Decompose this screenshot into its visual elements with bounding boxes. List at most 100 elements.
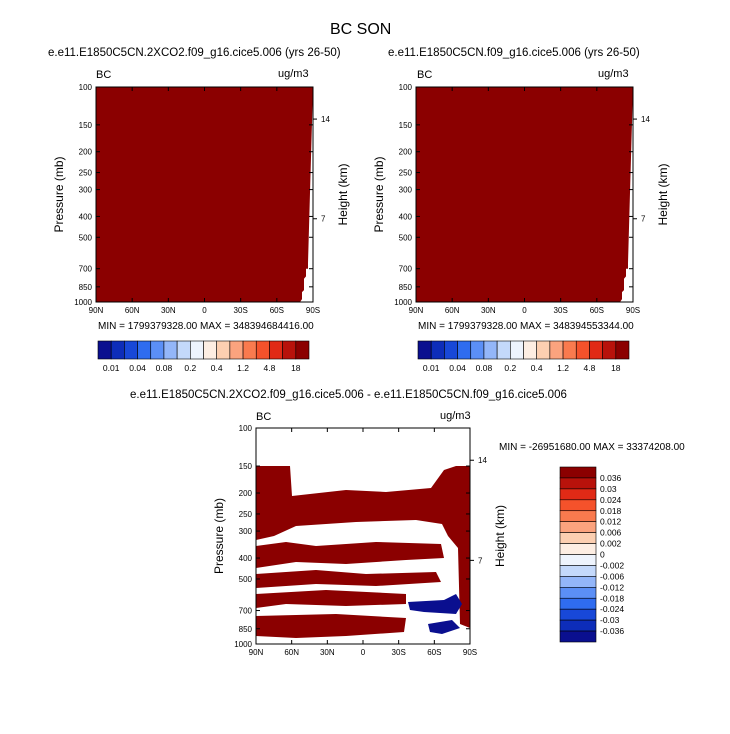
- left-chart-colorbar-box: [255, 340, 270, 360]
- diff-chart-negative-contour: [408, 594, 462, 614]
- left-chart-ytick-label: 400: [79, 212, 93, 221]
- diff-chart-colorbar-box: [559, 608, 597, 621]
- left-chart-colorbar-box: [150, 340, 165, 360]
- diff-chart-colorbar-box: [559, 619, 597, 632]
- diff-chart-colorbar-box: [559, 477, 597, 490]
- right-chart-colorbar-label: 0.04: [449, 363, 466, 373]
- diff-panel-units: ug/m3: [440, 410, 471, 422]
- right-chart-ytick-label: 100: [399, 83, 413, 92]
- diff-chart-positive-contour: [256, 570, 441, 588]
- diff-chart-colorbar-label: -0.03: [600, 615, 620, 625]
- right-chart-xtick-label: 60S: [590, 306, 604, 315]
- left-chart-colorbar-box: [137, 340, 152, 360]
- right-chart-ytick-label: 200: [399, 148, 413, 157]
- left-chart-ytick-label: 250: [79, 169, 93, 178]
- diff-chart-positive-contour: [256, 542, 444, 568]
- right-chart-colorbar-box: [470, 340, 485, 360]
- right-chart-colorbar-label: 0.01: [423, 363, 440, 373]
- right-chart-xtick-label: 30N: [481, 306, 496, 315]
- left-chart-colorbar-box: [269, 340, 283, 360]
- left-panel-variable: BC: [96, 69, 112, 81]
- left-chart-xtick-label: 0: [202, 306, 207, 315]
- right-chart-ytick-label: 500: [399, 233, 413, 242]
- left-chart-ylabel: Pressure (mb): [52, 156, 66, 232]
- diff-chart-colorbar-box: [559, 499, 597, 512]
- diff-chart-colorbar-label: 0.018: [600, 506, 622, 516]
- right-chart-ytick-label: 1000: [394, 298, 412, 307]
- diff-chart-colorbar-label: 0: [600, 550, 605, 560]
- right-chart-colorbar-box: [510, 340, 524, 360]
- left-chart-colorbar-label: 18: [291, 363, 301, 373]
- left-chart-colorbar-box: [203, 340, 217, 360]
- left-chart-ytick-label: 150: [79, 121, 93, 130]
- left-chart-colorbar-label: 1.2: [237, 363, 249, 373]
- diff-chart-xtick-label: 90S: [463, 648, 477, 657]
- right-chart-xtick-label: 90N: [409, 306, 424, 315]
- right-chart-colorbar-box: [549, 340, 564, 360]
- right-chart-ytick-label: 150: [399, 121, 413, 130]
- diff-chart-colorbar-label: -0.006: [600, 571, 624, 581]
- left-chart-contour-fill: [96, 87, 313, 302]
- left-chart-xtick-label: 30N: [161, 306, 176, 315]
- right-chart-xtick-label: 30S: [554, 306, 568, 315]
- right-chart-colorbar-box: [536, 340, 551, 360]
- right-chart-colorbar-box: [589, 340, 603, 360]
- diff-chart-positive-contour: [256, 590, 406, 608]
- diff-chart-ytick-label: 200: [239, 489, 253, 498]
- left-chart-colorbar-box: [229, 340, 244, 360]
- diff-chart-ytick-label: 100: [239, 424, 253, 433]
- right-chart-ytick-label: 400: [399, 212, 413, 221]
- right-panel-units: ug/m3: [598, 68, 629, 80]
- right-chart-colorbar-box: [417, 340, 432, 360]
- right-chart-colorbar-box: [523, 340, 537, 360]
- right-chart-colorbar-box: [444, 340, 458, 360]
- right-chart-xtick-label: 60N: [445, 306, 460, 315]
- right-panel-variable: BC: [417, 69, 433, 81]
- left-panel-title: e.e11.E1850C5CN.2XCO2.f09_g16.cice5.006 …: [48, 47, 341, 59]
- diff-chart-colorbar-label: 0.012: [600, 517, 622, 527]
- right-chart-y2label: Height (km): [656, 163, 670, 225]
- right-chart-colorbar-box: [496, 340, 511, 360]
- right-chart-colorbar-label: 1.2: [557, 363, 569, 373]
- diff-chart-xtick-label: 60S: [427, 648, 441, 657]
- left-chart-ytick-label: 500: [79, 233, 93, 242]
- right-panel-min-max: MIN = 1799379328.00 MAX = 348394553344.0…: [418, 321, 634, 332]
- diff-chart-colorbar-box: [559, 587, 597, 599]
- right-panel-title: e.e11.E1850C5CN.f09_g16.cice5.006 (yrs 2…: [388, 47, 640, 59]
- left-chart-colorbar-box: [176, 340, 191, 360]
- diff-chart-ytick-label: 1000: [234, 640, 252, 649]
- diff-chart-y2tick-label: 7: [478, 556, 483, 565]
- right-chart-colorbar-box: [430, 340, 445, 360]
- left-chart-colorbar-label: 0.04: [129, 363, 146, 373]
- diff-chart-xtick-label: 30S: [392, 648, 406, 657]
- right-chart-colorbar-label: 18: [611, 363, 621, 373]
- right-chart-colorbar-box: [575, 340, 590, 360]
- diff-chart-ytick-label: 850: [239, 625, 253, 634]
- diff-chart-colorbar-label: -0.036: [600, 626, 624, 636]
- diff-chart-y2label: Height (km): [493, 505, 507, 567]
- left-chart-colorbar-box: [97, 340, 112, 360]
- diff-panel-title: e.e11.E1850C5CN.2XCO2.f09_g16.cice5.006 …: [130, 389, 567, 401]
- diff-chart-colorbar-label: -0.002: [600, 560, 624, 570]
- diff-chart-colorbar-box: [559, 532, 597, 544]
- left-chart-ytick-label: 200: [79, 148, 93, 157]
- left-chart-xtick-label: 60S: [270, 306, 284, 315]
- right-chart-colorbar-box: [562, 340, 577, 360]
- left-chart-ytick-label: 1000: [74, 298, 92, 307]
- right-chart-colorbar-label: 4.8: [584, 363, 596, 373]
- right-chart-ylabel: Pressure (mb): [372, 156, 386, 232]
- left-chart-y2tick-label: 14: [321, 115, 330, 124]
- diff-chart-colorbar-box: [559, 466, 597, 479]
- left-panel-units: ug/m3: [278, 68, 309, 80]
- right-chart-colorbar-box: [483, 340, 498, 360]
- diff-chart-positive-contour: [256, 614, 406, 638]
- left-chart-colorbar-box: [163, 340, 178, 360]
- diff-chart-ytick-label: 250: [239, 510, 253, 519]
- left-chart-ytick-label: 300: [79, 186, 93, 195]
- left-chart-colorbar-label: 0.01: [103, 363, 120, 373]
- left-chart-colorbar-box: [110, 340, 125, 360]
- left-chart-colorbar-box: [190, 340, 204, 360]
- diff-chart-ytick-label: 700: [239, 607, 253, 616]
- left-chart-ytick-label: 700: [79, 265, 93, 274]
- left-chart-colorbar-box: [242, 340, 257, 360]
